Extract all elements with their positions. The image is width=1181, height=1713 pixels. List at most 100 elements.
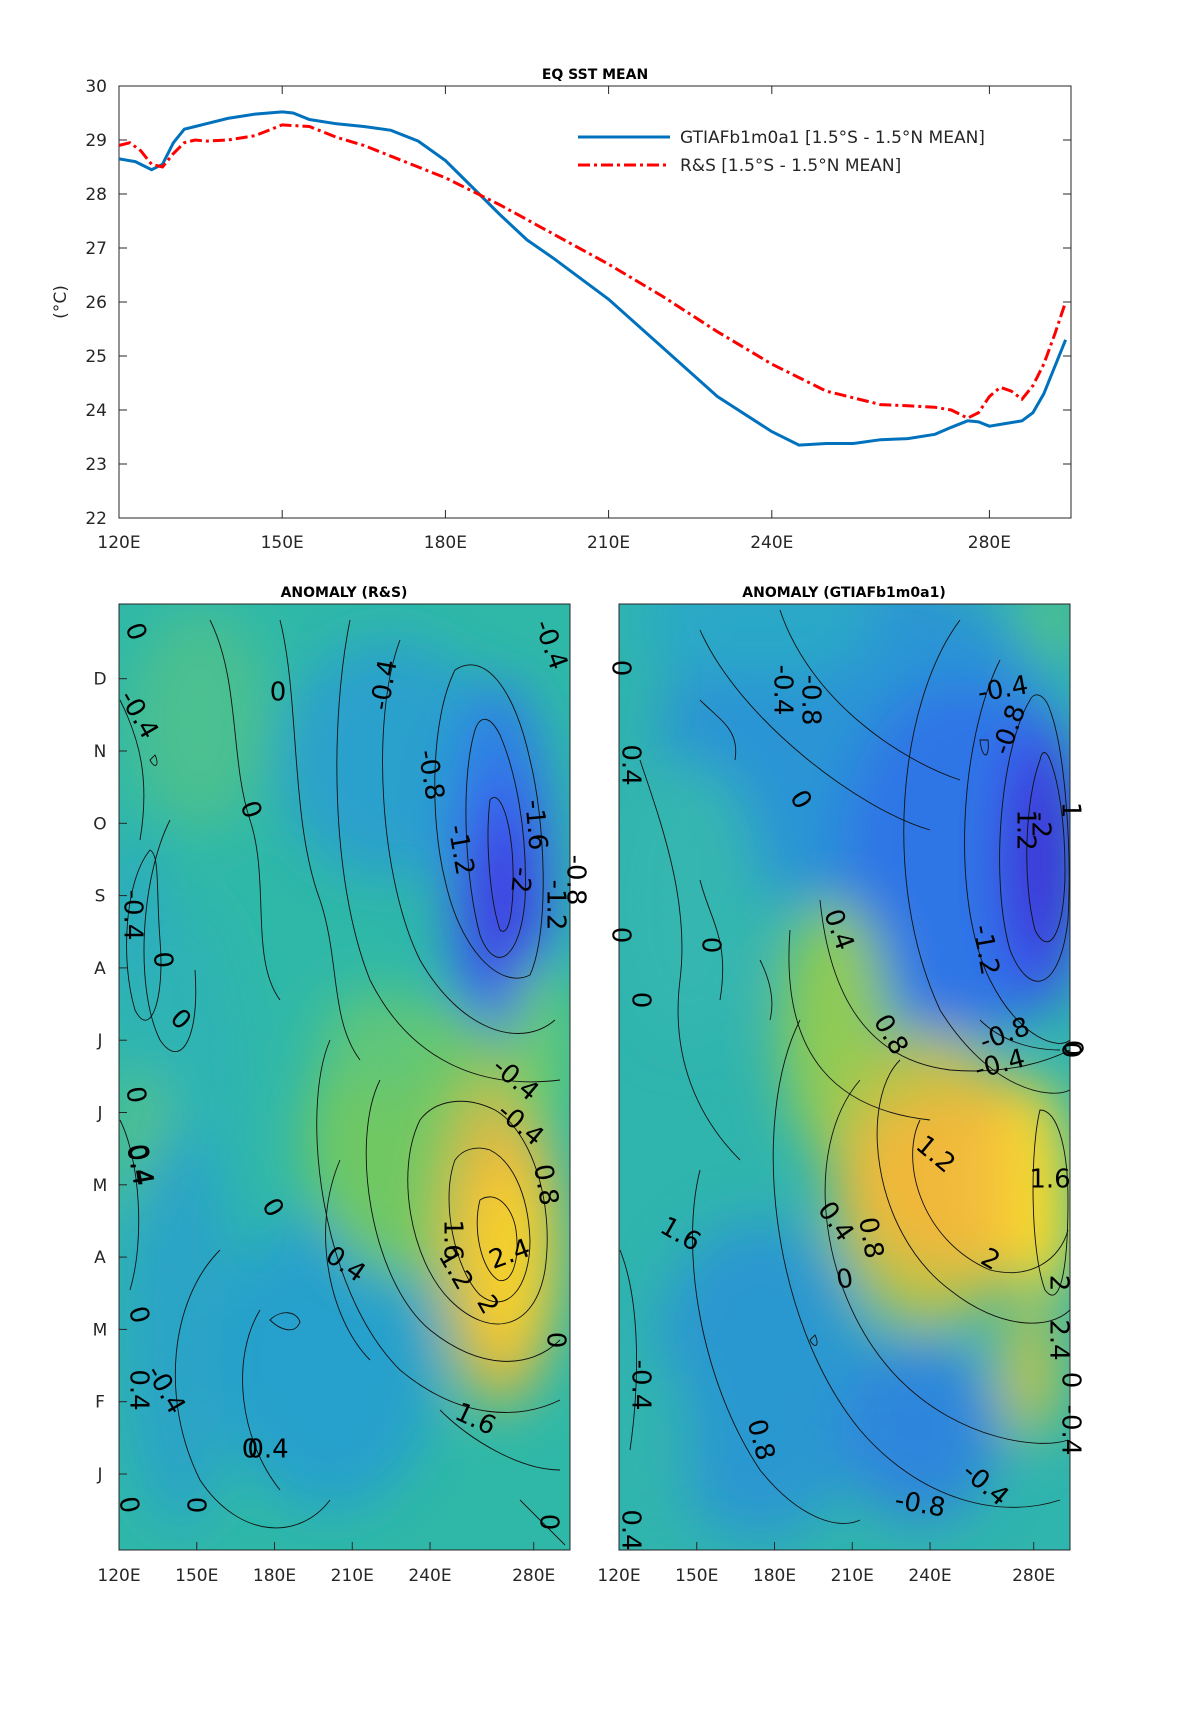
contour-label: 1.2 [1011,809,1041,850]
contour-label: 0 [112,1494,144,1516]
contour-label: 0.4 [616,744,646,785]
y-tick-label: 26 [85,293,107,313]
line-chart-x-ticks: 120E 150E 180E 210E 240E 280E [97,86,1011,553]
contour-label: -0.4 [1056,1405,1086,1456]
y-tick-label-month: M [93,1176,108,1196]
y-tick-label: 30 [85,77,107,97]
contour-label: -0.4 [626,1360,656,1411]
heatmap-rs: ANOMALY (R&S) [93,585,627,1586]
heatmap-rs-title: ANOMALY (R&S) [281,585,408,601]
heatmap-rs-x-ticks: 120E 150E 180E 210E 240E 280E [97,1542,555,1586]
contour-label: 1.6 [1029,1165,1070,1195]
contour-label: 0.8 [527,1162,564,1208]
contour-label: 0.8 [852,1215,889,1261]
contour-label: 0 [626,992,656,1009]
contour-label: 0 [270,678,287,708]
heatmap-gtiaf-contour-labels: 0-0.8-0.4 -0.4-0.80.40-21.2 1-1.20.40000.8… [606,660,1088,1551]
legend: GTIAFb1m0a1 [1.5°S - 1.5°N MEAN] R&S [1.… [578,128,985,176]
y-tick-label-month: S [95,887,106,907]
x-tick-label: 280E [968,533,1011,553]
y-tick-label-month: A [94,1248,106,1268]
x-tick-label: 180E [424,533,467,553]
line-chart-axes-box [118,85,1072,519]
contour-label: -0.8 [561,855,591,906]
heatmap-gtiaf-title: ANOMALY (GTIAFb1m0a1) [742,585,945,601]
y-tick-label-month: N [94,742,107,762]
heatmap-rs-axes-box [118,603,571,1551]
contour-label: -2 [504,866,536,894]
contour-label: -1.6 [518,798,552,851]
y-tick-label: 24 [85,401,107,421]
x-tick-label: 120E [97,1566,140,1586]
x-tick-label: 240E [408,1566,451,1586]
contour-label: -2 [1026,812,1056,838]
y-tick-label: 23 [85,455,107,475]
x-tick-label: 210E [331,1566,374,1586]
heatmap-rs-contours [119,619,566,1546]
contour-label: -0.4 [118,890,148,941]
y-tick-label-month: F [95,1393,105,1413]
contour-label: -1.2 [541,880,571,931]
x-tick-label: 150E [261,533,304,553]
line-chart-y-ticks: 22 23 24 25 26 27 28 29 30 [85,77,1071,529]
y-tick-label-month: A [94,959,106,979]
x-tick-label: 280E [1012,1566,1055,1586]
x-tick-label: 210E [831,1566,874,1586]
line-chart-ylabel: (°C) [51,285,71,319]
series-line-gtiaf [119,110,1067,447]
contour-label: -0.8 [796,675,826,726]
contour-label: 0 [122,1303,155,1327]
heatmap-gtiaf-contours [619,609,1070,1524]
contour-label: 0 [541,1332,571,1349]
contour-label: 0.4 [616,1509,646,1550]
x-tick-label: 150E [175,1566,218,1586]
y-tick-label: 27 [85,239,107,259]
contour-label: 0 [242,1435,259,1465]
heatmap-gtiaf: ANOMALY (GTIAFb1m0a1) [597,585,1088,1586]
x-tick-label: 210E [587,533,630,553]
contour-label: 0 [834,1263,856,1295]
y-tick-label: 25 [85,347,107,367]
contour-label: 0 [181,1497,211,1514]
x-tick-label: 240E [908,1566,951,1586]
line-chart-title: EQ SST MEAN [542,67,648,83]
contour-label: 0.4 [120,1142,157,1188]
contour-label: 2.4 [1044,1319,1074,1360]
heatmap-gtiaf-x-ticks: 120E 150E 180E 210E 240E 280E [597,1542,1055,1586]
contour-label: 0 [1056,1042,1086,1059]
y-tick-label: 29 [85,131,107,151]
x-tick-label: 150E [675,1566,718,1586]
x-tick-label: 120E [97,533,140,553]
contour-label: 0 [534,1514,564,1531]
y-tick-label-month: D [93,670,106,690]
line-chart: EQ SST MEAN 120E 150E 180E 210E 240E 280E 222… [51,67,1072,553]
y-tick-label-month: J [96,1104,102,1124]
heatmap-gtiaf-field [619,604,1070,1550]
contour-label: 0 [147,950,178,969]
contour-label: 0 [1056,1372,1086,1389]
contour-label: 0 [119,1084,151,1106]
y-tick-label-month: J [96,1031,102,1051]
y-tick-label: 28 [85,185,107,205]
contour-label: 0.4 [247,1435,288,1465]
x-tick-label: 180E [253,1566,296,1586]
contour-label: 2 [1044,1275,1074,1292]
y-tick-label-month: M [93,1320,108,1340]
y-tick-label-month: J [96,1465,102,1485]
x-tick-label: 280E [512,1566,555,1586]
contour-label: -0.4 [768,665,798,716]
y-tick-label: 22 [85,509,107,529]
heatmap-gtiaf-axes-box [618,603,1071,1551]
series-line-rs [119,123,1068,420]
contour-label: 0 [1058,1040,1088,1057]
legend-label-rs: R&S [1.5°S - 1.5°N MEAN] [680,156,901,176]
contour-label: 0.4 [122,1142,159,1188]
x-tick-label: 180E [753,1566,796,1586]
x-tick-label: 120E [597,1566,640,1586]
contour-label: 1 [1056,802,1086,819]
legend-label-gtiaf: GTIAFb1m0a1 [1.5°S - 1.5°N MEAN] [680,128,985,148]
contour-label: 0 [696,937,726,954]
x-tick-label: 240E [750,533,793,553]
contour-label: 0 [606,927,636,944]
